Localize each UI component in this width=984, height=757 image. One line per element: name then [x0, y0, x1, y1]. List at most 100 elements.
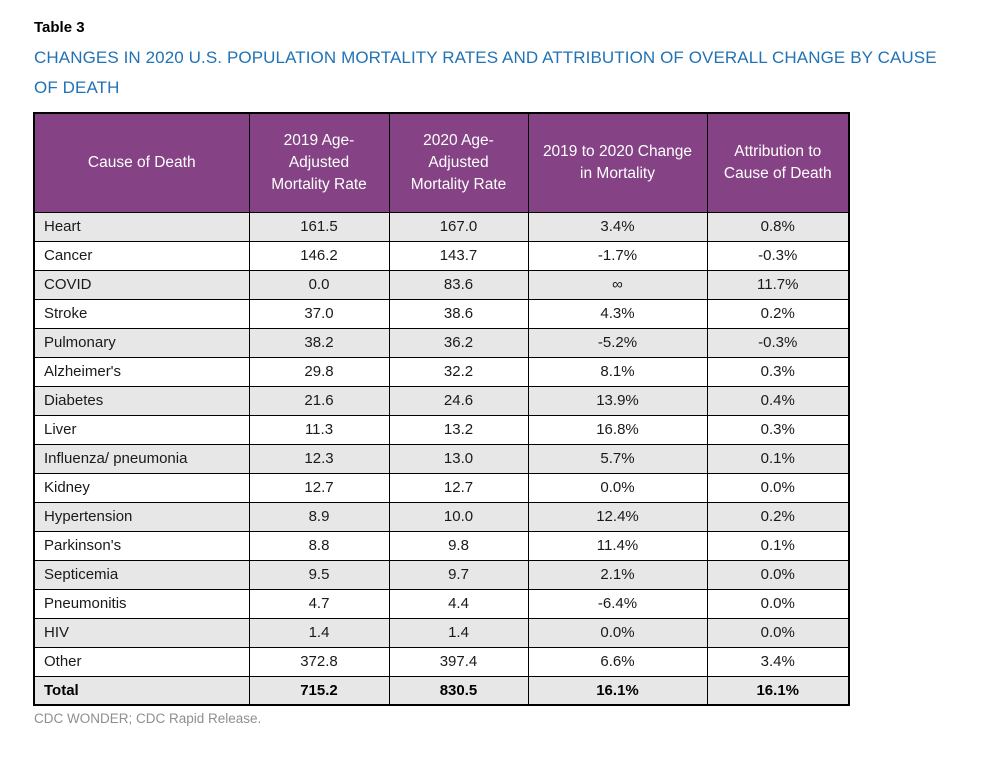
- value-cell: 9.5: [248, 559, 390, 590]
- value-cell: 32.2: [388, 356, 529, 387]
- cause-cell: Cancer: [33, 240, 250, 271]
- value-cell: 0.4%: [706, 385, 850, 416]
- mortality-table: Cause of Death 2019 Age-Adjusted Mortalit…: [33, 112, 850, 706]
- value-cell: 12.4%: [527, 501, 708, 532]
- value-cell: 0.1%: [706, 443, 850, 474]
- value-cell: 830.5: [388, 675, 529, 706]
- column-header: 2019 to 2020 Change in Mortality: [527, 112, 708, 213]
- table-row: Kidney 12.7 12.7 0.0% 0.0%: [33, 472, 850, 503]
- value-cell: -0.3%: [706, 240, 850, 271]
- value-cell: ∞: [527, 269, 708, 300]
- value-cell: 13.9%: [527, 385, 708, 416]
- value-cell: 0.0%: [706, 472, 850, 503]
- value-cell: 29.8: [248, 356, 390, 387]
- cause-cell: Influenza/ pneumonia: [33, 443, 250, 474]
- value-cell: 21.6: [248, 385, 390, 416]
- column-header: 2020 Age-Adjusted Mortality Rate: [388, 112, 529, 213]
- value-cell: 0.0%: [527, 617, 708, 648]
- table-title: CHANGES IN 2020 U.S. POPULATION MORTALIT…: [34, 48, 937, 97]
- column-header: Attribution to Cause of Death: [706, 112, 850, 213]
- value-cell: 11.7%: [706, 269, 850, 300]
- value-cell: 0.0%: [706, 617, 850, 648]
- value-cell: -0.3%: [706, 327, 850, 358]
- value-cell: 0.8%: [706, 211, 850, 242]
- value-cell: 0.3%: [706, 356, 850, 387]
- value-cell: 397.4: [388, 646, 529, 677]
- table-row: Heart 161.5 167.0 3.4% 0.8%: [33, 211, 850, 242]
- table-row: Stroke 37.0 38.6 4.3% 0.2%: [33, 298, 850, 329]
- value-cell: 11.3: [248, 414, 390, 445]
- value-cell: 715.2: [248, 675, 390, 706]
- value-cell: 16.1%: [527, 675, 708, 706]
- value-cell: 36.2: [388, 327, 529, 358]
- table-row: COVID 0.0 83.6 ∞ 11.7%: [33, 269, 850, 300]
- value-cell: 1.4: [388, 617, 529, 648]
- value-cell: 143.7: [388, 240, 529, 271]
- table-row: Alzheimer's 29.8 32.2 8.1% 0.3%: [33, 356, 850, 387]
- cause-cell: Heart: [33, 211, 250, 242]
- value-cell: 10.0: [388, 501, 529, 532]
- value-cell: -6.4%: [527, 588, 708, 619]
- value-cell: 83.6: [388, 269, 529, 300]
- value-cell: 37.0: [248, 298, 390, 329]
- value-cell: 0.2%: [706, 501, 850, 532]
- value-cell: 3.4%: [527, 211, 708, 242]
- cause-cell: COVID: [33, 269, 250, 300]
- value-cell: 12.7: [388, 472, 529, 503]
- value-cell: 6.6%: [527, 646, 708, 677]
- total-row: Total 715.2 830.5 16.1% 16.1%: [33, 675, 850, 706]
- value-cell: 8.8: [248, 530, 390, 561]
- value-cell: 4.3%: [527, 298, 708, 329]
- value-cell: 4.7: [248, 588, 390, 619]
- value-cell: 0.0: [248, 269, 390, 300]
- value-cell: 4.4: [388, 588, 529, 619]
- value-cell: 13.2: [388, 414, 529, 445]
- table-number-label: Table 3: [34, 19, 85, 36]
- value-cell: 9.8: [388, 530, 529, 561]
- cause-cell: Septicemia: [33, 559, 250, 590]
- table-body: Heart 161.5 167.0 3.4% 0.8% Cancer 146.2 143.7-…: [33, 211, 850, 706]
- value-cell: 38.6: [388, 298, 529, 329]
- cause-cell: Liver: [33, 414, 250, 445]
- cause-cell: Diabetes: [33, 385, 250, 416]
- cause-cell: Kidney: [33, 472, 250, 503]
- value-cell: 2.1%: [527, 559, 708, 590]
- table-row: Parkinson's 8.8 9.8 11.4% 0.1%: [33, 530, 850, 561]
- value-cell: 0.0%: [527, 472, 708, 503]
- value-cell: 13.0: [388, 443, 529, 474]
- table-row: Septicemia 9.5 9.7 2.1% 0.0%: [33, 559, 850, 590]
- cause-cell: Stroke: [33, 298, 250, 329]
- column-header: Cause of Death: [33, 112, 250, 213]
- table-header: Cause of Death 2019 Age-Adjusted Mortalit…: [33, 112, 850, 213]
- cause-cell: Pneumonitis: [33, 588, 250, 619]
- value-cell: 16.8%: [527, 414, 708, 445]
- cause-cell: Alzheimer's: [33, 356, 250, 387]
- source-note: CDC WONDER; CDC Rapid Release.: [34, 711, 262, 726]
- value-cell: 167.0: [388, 211, 529, 242]
- value-cell: 146.2: [248, 240, 390, 271]
- table-row: Pulmonary 38.2 36.2 -5.2% -0.3%: [33, 327, 850, 358]
- value-cell: 5.7%: [527, 443, 708, 474]
- cause-cell: Total: [33, 675, 250, 706]
- value-cell: -1.7%: [527, 240, 708, 271]
- table-row: Influenza/ pneumonia 12.3 13.0 5.7% 0.1%: [33, 443, 850, 474]
- value-cell: 11.4%: [527, 530, 708, 561]
- value-cell: 8.1%: [527, 356, 708, 387]
- cause-cell: Other: [33, 646, 250, 677]
- value-cell: 12.3: [248, 443, 390, 474]
- table-row: Other 372.8 397.4 6.6% 3.4%: [33, 646, 850, 677]
- value-cell: 161.5: [248, 211, 390, 242]
- value-cell: 9.7: [388, 559, 529, 590]
- table-row: Hypertension 8.9 10.0 12.4% 0.2%: [33, 501, 850, 532]
- cause-cell: HIV: [33, 617, 250, 648]
- header-row: Cause of Death 2019 Age-Adjusted Mortalit…: [33, 112, 850, 213]
- value-cell: 0.3%: [706, 414, 850, 445]
- table-row: Liver 11.3 13.2 16.8% 0.3%: [33, 414, 850, 445]
- cause-cell: Parkinson's: [33, 530, 250, 561]
- value-cell: 12.7: [248, 472, 390, 503]
- table-row: Cancer 146.2 143.7 -1.7% -0.3%: [33, 240, 850, 271]
- value-cell: 0.1%: [706, 530, 850, 561]
- value-cell: 16.1%: [706, 675, 850, 706]
- value-cell: 1.4: [248, 617, 390, 648]
